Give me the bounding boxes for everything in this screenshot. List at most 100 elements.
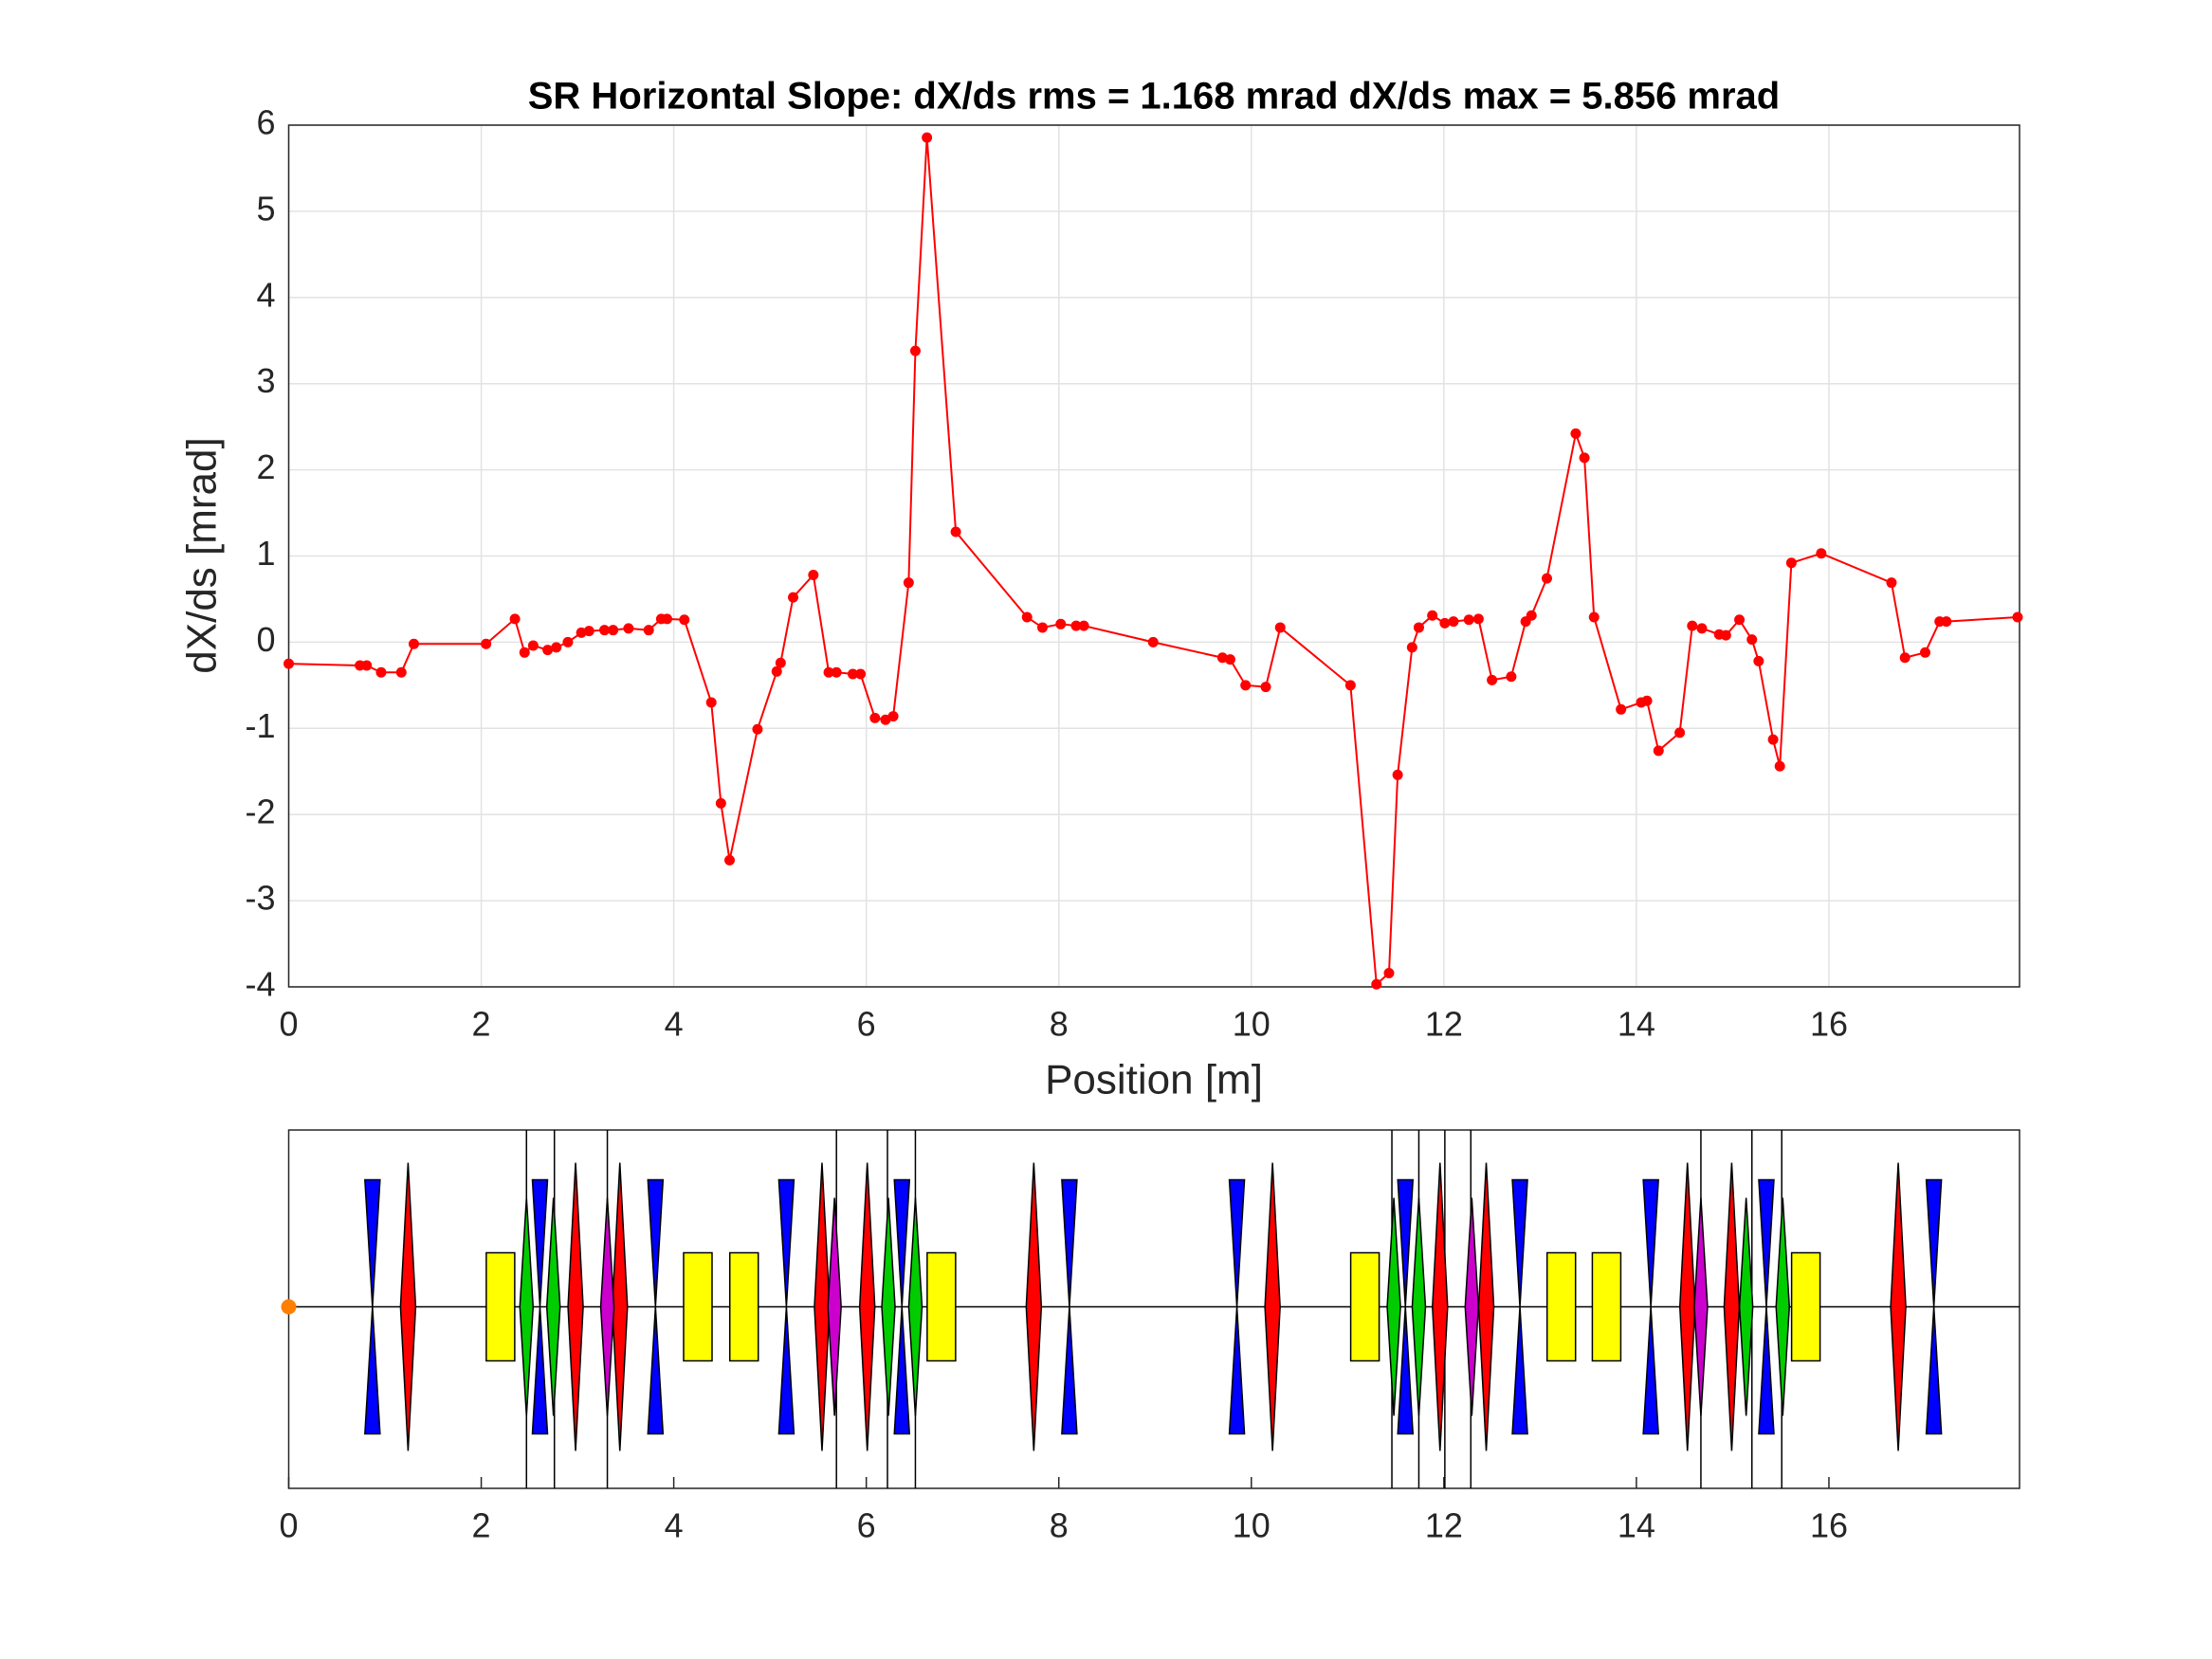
data-point: [662, 613, 673, 625]
focusing-quad: [1758, 1178, 1775, 1435]
x-tick-label: 14: [1618, 1005, 1655, 1044]
y-tick-label: -3: [245, 879, 275, 918]
sextupole: [1386, 1197, 1401, 1416]
sextupole: [881, 1197, 896, 1416]
x-tick-label: 10: [1233, 1005, 1271, 1044]
focusing-quad: [647, 1178, 665, 1435]
data-point: [1463, 614, 1474, 626]
data-point: [1078, 620, 1089, 631]
dipole: [1591, 1251, 1622, 1362]
data-point: [1487, 674, 1498, 685]
data-point: [1055, 618, 1067, 629]
data-point: [950, 526, 961, 538]
focusing-quad: [1228, 1178, 1246, 1435]
y-tick-label: -4: [245, 965, 275, 1004]
data-point: [1920, 647, 1931, 658]
data-point: [1616, 703, 1627, 715]
data-point: [1899, 652, 1910, 664]
sextupole: [1738, 1197, 1754, 1416]
x-axis-label: Position [m]: [1045, 1057, 1263, 1103]
data-point: [1021, 611, 1033, 623]
data-point: [887, 711, 899, 722]
dipole: [683, 1251, 713, 1362]
data-point: [599, 625, 611, 636]
x-tick-label: 12: [1425, 1506, 1463, 1545]
sextupole: [1775, 1197, 1790, 1416]
dipole: [728, 1251, 759, 1362]
data-point: [375, 666, 387, 678]
y-axis-label: dX/ds [mrad]: [179, 437, 226, 673]
data-point: [408, 638, 419, 649]
x-tick-label: 8: [1050, 1005, 1069, 1044]
data-point: [903, 577, 914, 589]
defocusing-quad: [814, 1162, 831, 1451]
data-point: [1371, 978, 1382, 990]
defocusing-quad: [1890, 1162, 1907, 1451]
data-point: [1439, 617, 1451, 629]
chart-title: SR Horizontal Slope: dX/ds rms = 1.168 m…: [528, 76, 1781, 118]
x-tick-label: 0: [279, 1005, 298, 1044]
focusing-quad: [531, 1178, 549, 1435]
data-point: [1588, 611, 1600, 623]
data-point: [715, 797, 726, 809]
focusing-quad: [1061, 1178, 1078, 1435]
defocusing-quad: [1723, 1162, 1741, 1451]
data-point: [724, 854, 736, 866]
data-point: [1753, 655, 1764, 666]
x-tick-label: 6: [857, 1005, 876, 1044]
data-point: [808, 569, 819, 580]
data-point: [1383, 967, 1395, 978]
dipole: [926, 1251, 957, 1362]
data-point: [855, 668, 867, 680]
octupole: [1464, 1197, 1480, 1416]
octupole: [827, 1197, 842, 1416]
focusing-quad: [893, 1178, 911, 1435]
data-point: [1344, 680, 1356, 691]
data-point: [1653, 745, 1664, 757]
data-point: [1224, 654, 1235, 665]
data-point: [395, 666, 407, 678]
y-tick-label: -2: [245, 793, 275, 831]
data-point: [1734, 614, 1746, 626]
data-point: [1526, 610, 1537, 621]
defocusing-quad: [858, 1162, 876, 1451]
defocusing-quad: [1678, 1162, 1696, 1451]
data-point: [1472, 613, 1484, 625]
dipole: [1349, 1251, 1380, 1362]
data-point: [847, 668, 858, 680]
data-point: [1448, 616, 1459, 628]
x-tick-label: 2: [472, 1005, 491, 1044]
x-tick-label: 6: [857, 1506, 876, 1545]
sextupole: [907, 1197, 923, 1416]
sextupole: [545, 1197, 561, 1416]
data-point: [1413, 622, 1424, 633]
dipole: [1790, 1251, 1821, 1362]
y-tick-label: 1: [256, 534, 275, 573]
origin-marker: [281, 1299, 297, 1315]
defocusing-quad: [612, 1162, 629, 1451]
x-tick-label: 10: [1233, 1506, 1271, 1545]
y-tick-label: 6: [256, 103, 275, 142]
y-tick-label: 2: [256, 447, 275, 486]
focusing-quad: [1397, 1178, 1415, 1435]
sextupole: [519, 1197, 535, 1416]
data-point: [1579, 452, 1590, 464]
data-point: [1696, 623, 1708, 634]
x-tick-label: 16: [1810, 1005, 1848, 1044]
x-tick-label: 14: [1618, 1506, 1655, 1545]
data-point: [775, 657, 786, 668]
y-tick-label: -1: [245, 706, 275, 745]
y-tick-label: 0: [256, 620, 275, 659]
data-point: [1274, 622, 1286, 633]
octupole: [599, 1197, 615, 1416]
data-point: [1570, 428, 1581, 439]
x-tick-label: 16: [1810, 1506, 1848, 1545]
focusing-quad: [1642, 1178, 1659, 1435]
y-tick-label: 5: [256, 189, 275, 228]
defocusing-quad: [567, 1162, 584, 1451]
data-point: [1392, 769, 1403, 780]
data-point: [623, 623, 634, 634]
data-point: [922, 132, 933, 143]
data-point: [771, 665, 782, 677]
x-tick-label: 4: [665, 1005, 684, 1044]
